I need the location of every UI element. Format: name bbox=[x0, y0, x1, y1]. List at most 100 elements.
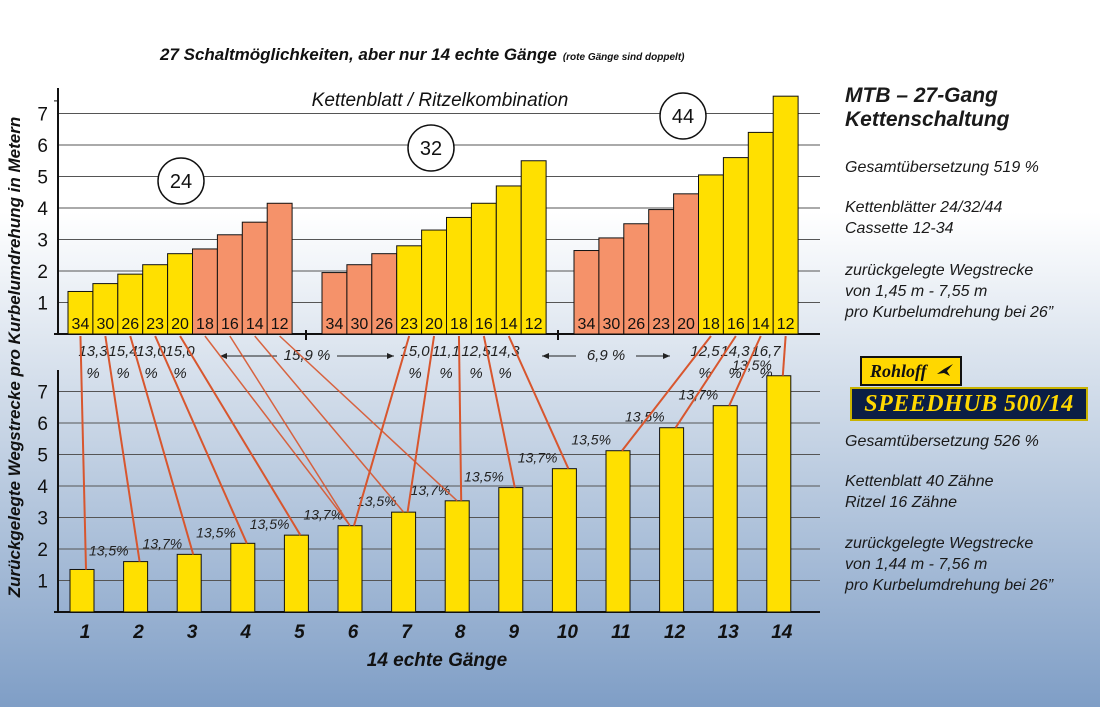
sprocket-label: 16 bbox=[475, 316, 493, 333]
connector-line bbox=[781, 335, 787, 376]
sprocket-label: 12 bbox=[525, 316, 543, 333]
step-percent-label: 13,5% bbox=[464, 469, 504, 485]
bar bbox=[673, 193, 699, 335]
bar bbox=[623, 223, 650, 335]
bar bbox=[573, 250, 600, 335]
step-percent-label: 6,9 % bbox=[587, 347, 625, 364]
bar bbox=[69, 568, 95, 613]
step-percent-sign: % bbox=[469, 365, 482, 382]
mtb-heading-1: MTB – 27-Gang bbox=[845, 84, 998, 107]
bar bbox=[92, 283, 119, 335]
connector-line bbox=[482, 335, 516, 488]
chainring-badge bbox=[157, 157, 205, 205]
bar bbox=[712, 405, 738, 613]
sprocket-label: 23 bbox=[400, 316, 418, 333]
rohloff-logo: Rohloff bbox=[860, 356, 962, 386]
bar bbox=[371, 253, 398, 335]
bar bbox=[446, 216, 472, 335]
y-tick-label: 5 bbox=[37, 168, 48, 189]
sprocket-label: 23 bbox=[652, 316, 670, 333]
mtb-distance-3: pro Kurbelumdrehung bei 26” bbox=[845, 304, 1054, 321]
bar bbox=[167, 253, 194, 335]
arrow-head bbox=[220, 353, 227, 359]
sprocket-label: 16 bbox=[221, 316, 239, 333]
hub-sprocket: Ritzel 16 Zähne bbox=[845, 494, 958, 511]
step-percent-label: 11,1 bbox=[432, 343, 460, 360]
bar bbox=[421, 229, 448, 335]
step-percent-sign: % bbox=[498, 365, 511, 382]
step-percent-sign: % bbox=[698, 365, 711, 382]
bar bbox=[498, 487, 524, 613]
connector-line bbox=[279, 335, 458, 502]
sprocket-label: 23 bbox=[146, 316, 164, 333]
rohloff-brand: Rohloff bbox=[870, 361, 927, 381]
bar bbox=[266, 202, 293, 335]
bar bbox=[216, 234, 243, 335]
bar bbox=[470, 202, 497, 335]
connector-line bbox=[79, 335, 87, 570]
bar bbox=[598, 237, 625, 335]
connector-line bbox=[204, 335, 351, 527]
y-tick-label: 1 bbox=[37, 294, 48, 315]
mtb-total-ratio: Gesamtübersetzung 519 % bbox=[845, 159, 1039, 176]
chainring-label: 44 bbox=[672, 106, 694, 128]
bar bbox=[747, 131, 774, 335]
hub-distance-1: zurückgelegte Wegstrecke bbox=[845, 535, 1034, 552]
step-percent-label: 13,5% bbox=[625, 409, 665, 425]
sprocket-label: 14 bbox=[246, 316, 264, 333]
sprocket-label: 16 bbox=[727, 316, 745, 333]
step-percent-label: 15,0 bbox=[165, 343, 195, 360]
connector-line bbox=[179, 335, 302, 536]
y-tick-label: 4 bbox=[37, 477, 48, 498]
chart-subtitle: Kettenblatt / Ritzelkombination bbox=[312, 90, 569, 111]
y-tick-label: 1 bbox=[37, 572, 48, 593]
x-tick-label: 1 bbox=[80, 622, 91, 643]
x-tick-label: 12 bbox=[664, 622, 686, 643]
connector-line bbox=[457, 335, 463, 501]
x-tick-label: 3 bbox=[187, 622, 198, 643]
y-tick-label: 2 bbox=[37, 540, 48, 561]
mtb-distance-2: von 1,45 m - 7,55 m bbox=[845, 283, 988, 300]
y-tick-label: 4 bbox=[37, 199, 48, 220]
sprocket-label: 34 bbox=[326, 316, 344, 333]
hub-distance-2: von 1,44 m - 7,56 m bbox=[845, 556, 988, 573]
step-percent-label: 12,5 bbox=[461, 343, 491, 360]
bar bbox=[391, 511, 417, 613]
bar bbox=[520, 160, 547, 335]
hub-chainring: Kettenblatt 40 Zähne bbox=[845, 473, 994, 490]
x-tick-label: 13 bbox=[718, 622, 740, 643]
step-percent-label: 13,7% bbox=[303, 507, 343, 523]
bar bbox=[321, 272, 348, 335]
step-percent-sign: % bbox=[86, 365, 99, 382]
connector-line bbox=[154, 335, 248, 544]
info-panel-mtb: MTB – 27-Gang Kettenschaltung bbox=[845, 84, 1010, 132]
sprocket-label: 14 bbox=[752, 316, 770, 333]
connector-line bbox=[674, 335, 737, 429]
y-tick-label: 7 bbox=[37, 105, 48, 126]
bar bbox=[444, 500, 470, 613]
chainring-badge bbox=[659, 92, 707, 140]
x-tick-label: 7 bbox=[401, 622, 413, 643]
sprocket-label: 30 bbox=[96, 316, 114, 333]
mtb-chainrings: Kettenblätter 24/32/44 bbox=[845, 199, 1003, 216]
y-tick-label: 6 bbox=[37, 414, 48, 435]
y-tick-label: 3 bbox=[37, 509, 48, 530]
y-tick-label: 2 bbox=[37, 262, 48, 283]
bar bbox=[772, 95, 799, 335]
bar bbox=[495, 185, 522, 335]
x-tick-label: 10 bbox=[557, 622, 579, 643]
connector-line bbox=[728, 335, 762, 407]
chainring-badge bbox=[407, 124, 455, 172]
bar bbox=[123, 561, 149, 613]
sprocket-label: 14 bbox=[500, 316, 518, 333]
arrow-head bbox=[663, 353, 670, 359]
bird-icon bbox=[937, 364, 953, 376]
sprocket-label: 34 bbox=[578, 316, 596, 333]
bar bbox=[551, 468, 577, 613]
bar bbox=[659, 427, 685, 613]
bar bbox=[176, 553, 202, 613]
sprocket-label: 18 bbox=[702, 316, 720, 333]
x-tick-label: 2 bbox=[132, 622, 144, 643]
step-percent-label: 13,7% bbox=[518, 450, 558, 466]
x-tick-label: 14 bbox=[771, 622, 793, 643]
